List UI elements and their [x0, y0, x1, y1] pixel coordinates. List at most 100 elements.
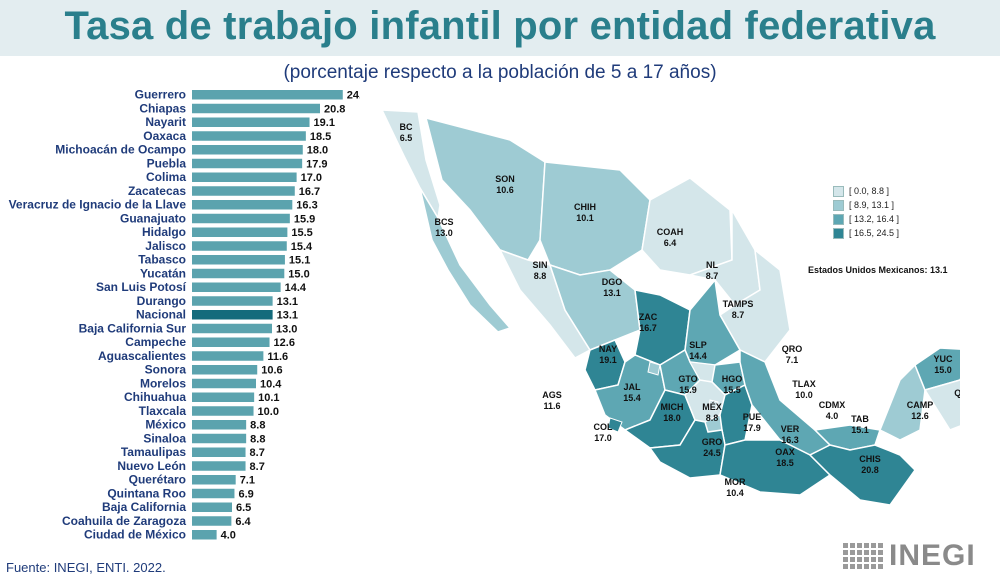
bar-23	[192, 406, 254, 416]
state-label-qro: QRO 7.1	[782, 344, 803, 365]
category-label-12: Tabasco	[138, 253, 186, 267]
value-label-2: 19.1	[314, 117, 335, 129]
state-label-coah: COAH 6.4	[657, 227, 684, 248]
value-label-32: 4.0	[221, 530, 236, 542]
region-cdmx	[708, 399, 719, 411]
value-label-22: 10.1	[258, 392, 279, 404]
state-label-tab: TAB 15.1	[851, 414, 869, 435]
state-label-mor: MOR 10.4	[725, 477, 746, 498]
state-label-chis: CHIS 20.8	[859, 454, 881, 475]
state-label-camp: CAMP 12.6	[907, 400, 934, 421]
state-label-yuc: YUC 15.0	[933, 354, 953, 375]
value-label-8: 16.3	[296, 200, 317, 212]
value-label-7: 16.7	[299, 186, 320, 198]
category-label-19: Aguascalientes	[98, 349, 186, 363]
legend-swatch-3	[833, 213, 844, 225]
category-label-5: Puebla	[147, 156, 187, 170]
bar-19	[192, 351, 264, 361]
value-label-27: 8.7	[250, 461, 265, 473]
state-label-nay: NAY 19.1	[599, 344, 617, 365]
page-title: Tasa de trabajo infantil por entidad fed…	[64, 4, 936, 48]
category-label-3: Oaxaca	[143, 129, 186, 143]
value-label-9: 15.9	[294, 213, 315, 225]
category-label-14: San Luis Potosí	[96, 280, 187, 294]
category-label-24: México	[145, 418, 186, 432]
bar-26	[192, 447, 246, 457]
state-label-bcs: BCS 13.0	[434, 217, 453, 238]
value-label-24: 8.8	[250, 420, 265, 432]
national-note: Estados Unidos Mexicanos: 13.1	[808, 265, 948, 275]
bar-18	[192, 337, 270, 347]
value-label-25: 8.8	[250, 433, 265, 445]
logo-icon	[843, 543, 883, 569]
value-label-21: 10.4	[260, 378, 282, 390]
category-label-20: Sonora	[145, 363, 187, 377]
region-bc	[380, 109, 441, 221]
state-label-son: SON 10.6	[495, 174, 515, 195]
category-label-26: Tamaulipas	[121, 445, 186, 459]
state-label-tlax: TLAX 10.0	[792, 379, 816, 400]
legend-row-4: [ 16.5, 24.5 ]	[833, 226, 899, 240]
category-label-25: Sinaloa	[143, 431, 186, 445]
legend-swatch-4	[833, 227, 844, 239]
value-label-18: 12.6	[274, 337, 295, 349]
category-label-23: Tlaxcala	[139, 404, 187, 418]
bar-1	[192, 103, 320, 114]
bar-17	[192, 323, 272, 334]
legend-label-1: [ 0.0, 8.8 ]	[849, 186, 890, 196]
category-label-18: Campeche	[125, 335, 186, 349]
value-label-19: 11.6	[267, 351, 288, 363]
category-label-28: Querétaro	[129, 473, 186, 487]
bar-7	[192, 186, 295, 196]
state-label-tamps: TAMPS 8.7	[723, 299, 754, 320]
region-chis	[808, 444, 916, 506]
bar-29	[192, 488, 235, 499]
category-label-31: Coahuila de Zaragoza	[62, 514, 186, 528]
page-subtitle: (porcentaje respecto a la población de 5…	[283, 62, 717, 83]
state-label-méx: MÉX 8.8	[702, 402, 722, 423]
category-label-32: Ciudad de México	[84, 528, 186, 542]
category-label-13: Yucatán	[140, 266, 186, 280]
legend-swatch-2	[833, 199, 844, 211]
category-label-29: Quintana Roo	[107, 486, 186, 500]
state-label-qroo: QROO6.9	[954, 388, 960, 409]
category-label-2: Nayarit	[145, 115, 186, 129]
value-label-11: 15.4	[291, 241, 313, 253]
bar-30	[192, 502, 232, 512]
value-label-16: 13.1	[277, 310, 298, 322]
category-label-9: Guanajuato	[120, 211, 186, 225]
region-coah	[641, 177, 733, 276]
bar-2	[192, 117, 310, 127]
state-label-ags: AGS 11.6	[542, 390, 562, 411]
region-qroo	[923, 378, 960, 431]
region-yuc	[914, 347, 960, 391]
value-label-0: 24.5	[347, 90, 360, 102]
value-label-30: 6.5	[236, 502, 251, 514]
category-label-8: Veracruz de Ignacio de la Llave	[9, 198, 187, 212]
region-gro	[648, 419, 726, 479]
state-label-pue: PUE 17.9	[743, 412, 762, 433]
state-label-jal: JAL 15.4	[623, 382, 641, 403]
state-label-mich: MICH 18.0	[661, 402, 684, 423]
category-label-27: Nuevo León	[117, 459, 186, 473]
map-regions	[380, 109, 960, 506]
bar-15	[192, 296, 273, 306]
bar-20	[192, 365, 258, 375]
bar-31	[192, 516, 232, 526]
value-label-5: 17.9	[306, 158, 327, 170]
state-label-nl: NL 8.7	[706, 260, 719, 281]
region-col	[607, 417, 623, 433]
category-label-0: Guerrero	[135, 88, 186, 102]
legend-label-2: [ 8.9, 13.1 ]	[849, 200, 895, 210]
bar-13	[192, 268, 285, 279]
bar-4	[192, 145, 303, 155]
category-label-10: Hidalgo	[142, 225, 186, 239]
value-label-26: 8.7	[250, 447, 265, 459]
category-label-4: Michoacán de Ocampo	[55, 143, 186, 157]
legend-row-1: [ 0.0, 8.8 ]	[833, 184, 899, 198]
value-label-10: 15.5	[291, 227, 312, 239]
state-label-ver: VER 16.3	[781, 424, 800, 445]
category-label-1: Chiapas	[139, 101, 186, 115]
category-label-17: Baja California Sur	[79, 321, 187, 335]
inegi-logo: INEGI	[843, 539, 976, 573]
